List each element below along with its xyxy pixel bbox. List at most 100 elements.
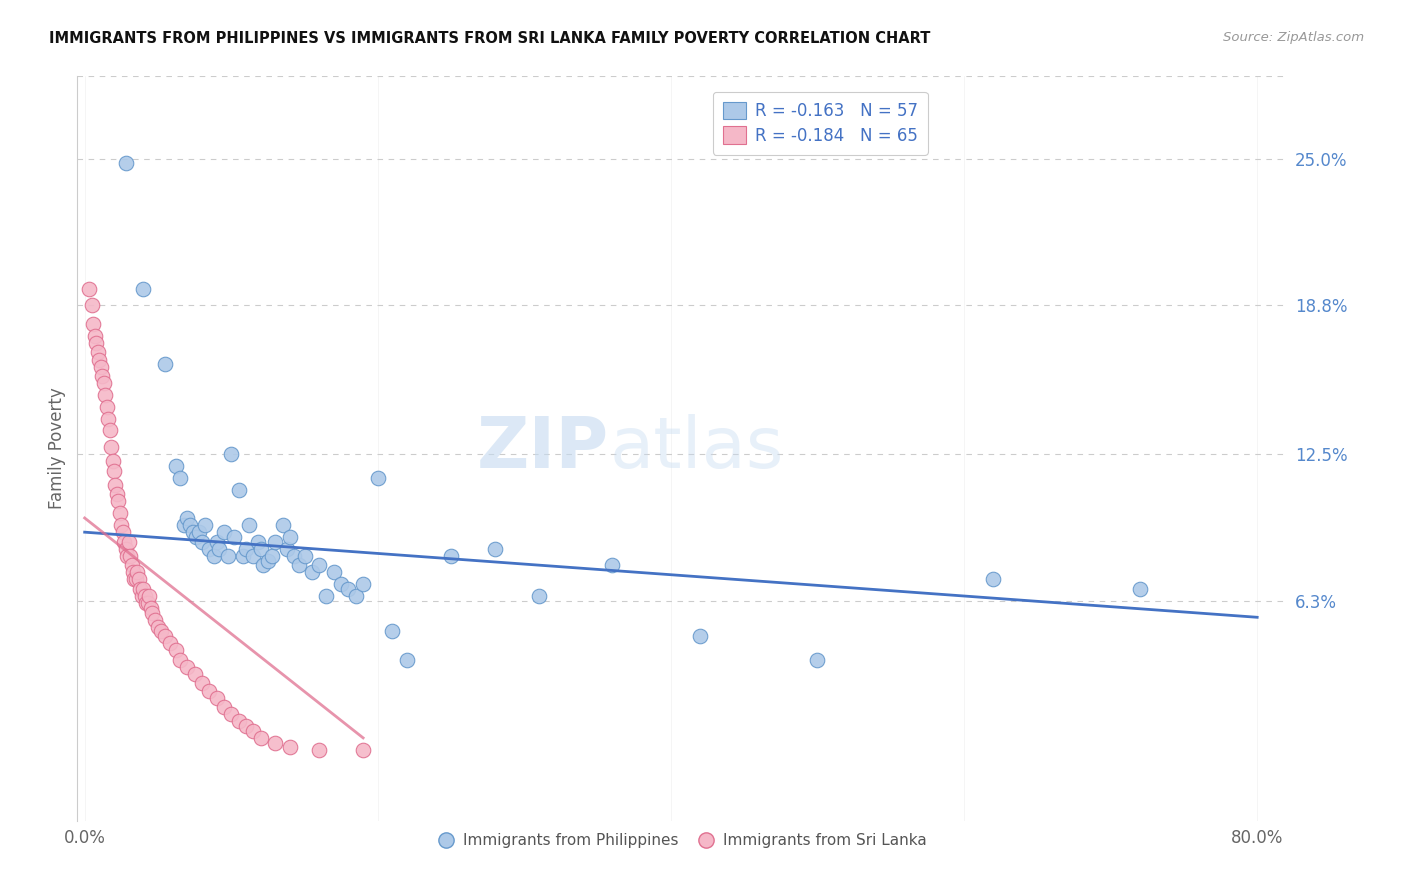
Point [352,742,374,756]
Point [80,298,103,312]
Point [181,525,204,540]
Point [337,582,360,596]
Point [104,478,127,492]
Point [124,573,146,587]
Point [217,549,239,563]
Point [283,549,305,563]
Point [131,589,153,603]
Point [184,530,207,544]
Text: Source: ZipAtlas.com: Source: ZipAtlas.com [1223,31,1364,45]
Point [115,549,138,563]
Point [132,282,155,296]
Text: atlas: atlas [609,414,783,483]
Point [191,534,214,549]
Point [806,653,828,667]
Point [82,317,104,331]
Point [77,282,100,296]
Point [205,534,228,549]
Point [198,683,221,698]
Point [287,558,309,573]
Point [89,352,111,367]
Point [107,494,129,508]
Point [484,541,506,556]
Point [322,566,344,580]
Point [117,534,139,549]
Point [176,660,198,674]
Point [278,530,301,544]
Legend: Immigrants from Philippines, Immigrants from Sri Lanka: Immigrants from Philippines, Immigrants … [432,827,932,854]
Point [246,534,269,549]
Point [983,573,1005,587]
Point [112,534,135,549]
Point [202,549,225,563]
Point [257,553,280,567]
Y-axis label: Family Poverty: Family Poverty [48,387,66,509]
Point [141,606,163,620]
Point [249,731,271,745]
Point [127,566,149,580]
Point [212,700,235,714]
Point [294,549,316,563]
Point [103,464,125,478]
Point [149,624,172,639]
Point [276,541,298,556]
Point [165,458,187,473]
Point [143,613,166,627]
Text: ZIP: ZIP [477,414,609,483]
Point [249,541,271,556]
Point [84,329,107,343]
Point [271,518,294,533]
Point [122,566,145,580]
Point [352,577,374,591]
Point [121,558,143,573]
Point [169,471,191,485]
Point [110,518,132,533]
Point [111,525,134,540]
Point [344,589,367,603]
Point [238,518,260,533]
Point [98,424,121,438]
Point [262,549,284,563]
Point [440,549,463,563]
Point [232,549,254,563]
Point [330,577,353,591]
Point [315,589,337,603]
Point [205,690,228,705]
Point [159,636,181,650]
Point [228,714,250,729]
Point [689,629,711,643]
Point [228,483,250,497]
Point [155,629,177,643]
Point [165,643,187,657]
Point [191,676,214,690]
Point [396,653,419,667]
Point [242,549,264,563]
Point [100,440,122,454]
Point [105,487,128,501]
Point [136,596,159,610]
Point [264,534,287,549]
Point [308,558,330,573]
Point [96,400,118,414]
Point [138,589,160,603]
Point [114,541,136,556]
Point [235,719,257,733]
Point [308,742,330,756]
Point [134,589,156,603]
Point [183,667,205,681]
Point [1129,582,1152,596]
Point [129,582,152,596]
Point [194,518,217,533]
Text: IMMIGRANTS FROM PHILIPPINES VS IMMIGRANTS FROM SRI LANKA FAMILY POVERTY CORRELAT: IMMIGRANTS FROM PHILIPPINES VS IMMIGRANT… [49,31,931,46]
Point [179,518,201,533]
Point [90,359,112,374]
Point [367,471,389,485]
Point [212,525,235,540]
Point [235,541,257,556]
Point [91,369,114,384]
Point [97,411,120,425]
Point [198,541,221,556]
Point [219,447,242,461]
Point [188,525,211,540]
Point [146,620,169,634]
